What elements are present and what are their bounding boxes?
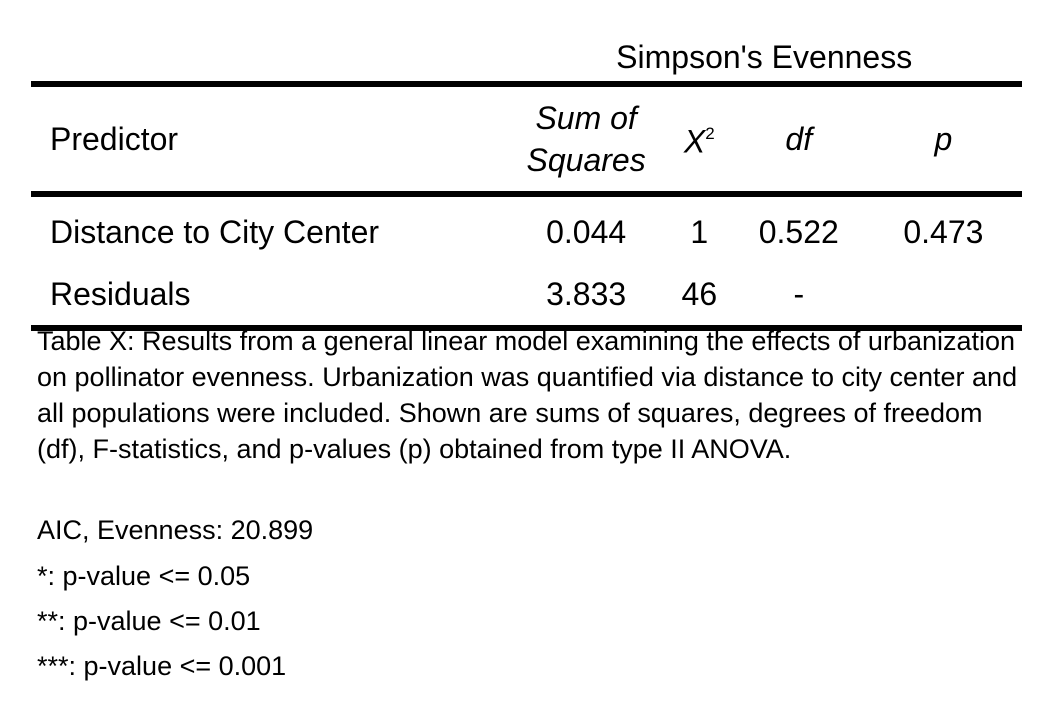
column-header-chi-squared: X2 xyxy=(666,84,733,194)
column-header-row: Predictor Sum of Squares X2 df p xyxy=(31,84,1022,194)
aic-note: AIC, Evenness: 20.899 xyxy=(37,512,313,548)
table-caption: Table X: Results from a general linear m… xyxy=(37,323,1027,467)
cell-chi-squared: 1 xyxy=(666,194,733,263)
cell-chi-squared: 46 xyxy=(666,263,733,328)
column-header-sum-of-squares: Sum of Squares xyxy=(506,84,666,194)
significance-note-1: *: p-value <= 0.05 xyxy=(37,558,250,594)
column-header-predictor: Predictor xyxy=(31,84,506,194)
cell-p: 0.473 xyxy=(865,194,1022,263)
cell-sum-of-squares: 3.833 xyxy=(506,263,666,328)
cell-df: 0.522 xyxy=(733,194,865,263)
chi-symbol: X xyxy=(684,124,705,160)
column-header-p: p xyxy=(865,84,1022,194)
column-header-df: df xyxy=(733,84,865,194)
table-row: Distance to City Center 0.044 1 0.522 0.… xyxy=(31,194,1022,263)
significance-note-3: ***: p-value <= 0.001 xyxy=(37,648,286,684)
chi-superscript: 2 xyxy=(705,124,714,143)
cell-predictor: Residuals xyxy=(31,263,506,328)
table-row: Residuals 3.833 46 - xyxy=(31,263,1022,328)
column-header-sum-of-squares-line2: Squares xyxy=(527,142,646,178)
group-header-spacer xyxy=(31,33,506,84)
group-header-row: Simpson's Evenness xyxy=(31,33,1022,84)
cell-df: - xyxy=(733,263,865,328)
group-header-simpsons-evenness: Simpson's Evenness xyxy=(506,33,1022,84)
cell-predictor: Distance to City Center xyxy=(31,194,506,263)
cell-sum-of-squares: 0.044 xyxy=(506,194,666,263)
anova-results-table: Simpson's Evenness Predictor Sum of Squa… xyxy=(31,33,1022,331)
significance-note-2: **: p-value <= 0.01 xyxy=(37,603,261,639)
cell-p xyxy=(865,263,1022,328)
column-header-sum-of-squares-line1: Sum of xyxy=(535,100,636,136)
